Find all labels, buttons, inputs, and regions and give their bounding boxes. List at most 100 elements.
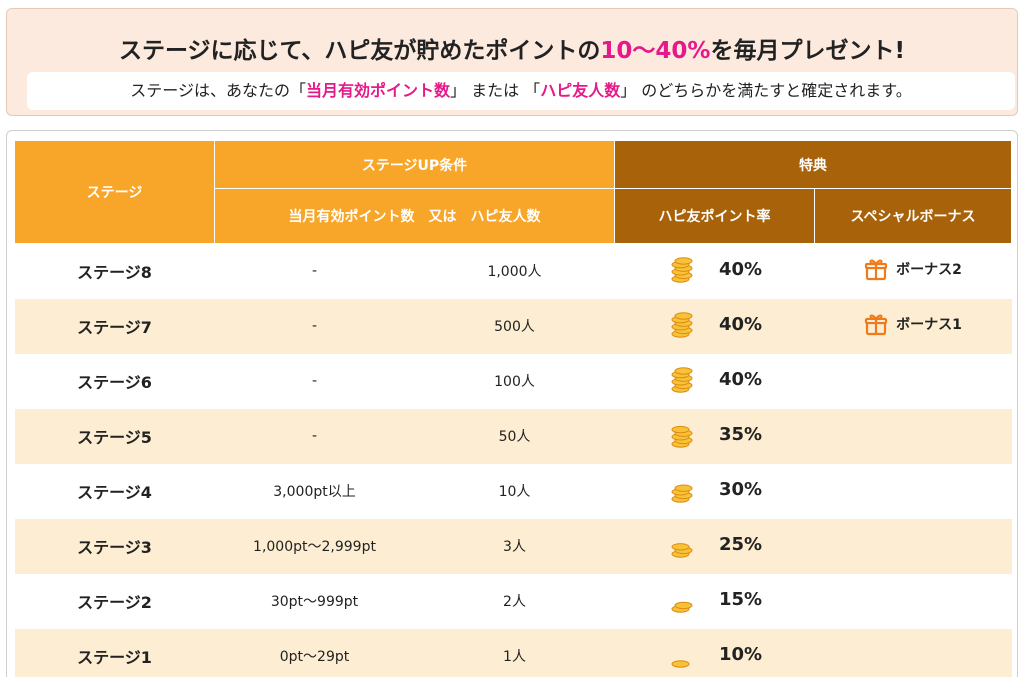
points-cell: - bbox=[214, 408, 415, 464]
rate-cell: 10% bbox=[614, 628, 815, 677]
banner-title-highlight: 10〜40% bbox=[600, 38, 711, 64]
bonus-badge: ボーナス2 bbox=[864, 257, 962, 281]
stage-cell: ステージ2 bbox=[77, 593, 152, 612]
bonus-cell bbox=[815, 464, 1012, 519]
stage-cell: ステージ6 bbox=[77, 373, 152, 392]
header-stage: ステージ bbox=[14, 140, 215, 244]
header-banner: ステージに応じて、ハピ友が貯めたポイントの10〜40%を毎月プレゼント! ステー… bbox=[6, 8, 1018, 116]
rate-cell: 30% bbox=[615, 464, 815, 519]
header-benefit: 特典 bbox=[614, 140, 1013, 189]
points-cell: 3,000pt以上 bbox=[273, 484, 356, 500]
header-condition: ステージUP条件 bbox=[213, 140, 616, 189]
friends-cell: 3人 bbox=[414, 518, 615, 574]
coin bbox=[671, 660, 690, 668]
coin-stack-icon bbox=[671, 425, 693, 448]
gift-icon bbox=[865, 259, 888, 281]
banner-title-post: を毎月プレゼント! bbox=[710, 38, 905, 64]
table-row: ステージ5-50人 35% bbox=[14, 408, 1012, 464]
rate-wrap: 25% bbox=[667, 529, 762, 559]
coin bbox=[674, 367, 693, 375]
points-cell: - bbox=[214, 298, 415, 354]
rate-wrap: 40% bbox=[667, 254, 762, 284]
rate-cell: 40% bbox=[615, 354, 815, 409]
rate-value: 10% bbox=[718, 643, 763, 665]
coin bbox=[674, 257, 693, 265]
coin bbox=[671, 543, 690, 551]
friends-cell: 100人 bbox=[494, 374, 535, 390]
rate-value: 40% bbox=[718, 313, 763, 335]
rate-cell: 15% bbox=[615, 574, 815, 629]
header-rate: ハピ友ポイント率 bbox=[614, 188, 816, 244]
points-cell: - bbox=[311, 263, 318, 280]
stage-table: ステージ ステージUP条件 特典 当月有効ポイント数 又は ハピ友人数 ハピ友ポ… bbox=[14, 140, 1013, 677]
points-cell: 1,000pt〜2,999pt bbox=[214, 518, 415, 574]
table-row: ステージ2 30pt〜999pt 2人 15% bbox=[15, 574, 1012, 629]
coin-stack-icon bbox=[671, 660, 690, 668]
rate-cell: 40% bbox=[614, 298, 815, 354]
rate-value: 25% bbox=[718, 533, 763, 555]
rate-cell: 35% bbox=[614, 408, 815, 464]
banner-sub-mid: 」 または 「 bbox=[450, 81, 541, 100]
stage-cell: ステージ5 bbox=[14, 408, 215, 464]
rate-wrap: 35% bbox=[667, 419, 762, 449]
coin-stack-icon bbox=[671, 601, 693, 613]
stage-cell: ステージ1 bbox=[14, 628, 215, 677]
bonus-cell bbox=[815, 574, 1012, 629]
rate-value: 40% bbox=[718, 258, 763, 280]
gift-icon bbox=[865, 314, 888, 336]
coin-stack-icon bbox=[671, 257, 693, 283]
rate-wrap: 40% bbox=[667, 364, 762, 394]
rate-wrap: 40% bbox=[667, 309, 762, 339]
table-row: ステージ1 0pt〜29pt 1人 10% bbox=[14, 628, 1012, 677]
rate-wrap: 30% bbox=[667, 474, 762, 504]
rate-wrap: 15% bbox=[667, 584, 762, 614]
table-row: ステージ8 - 1,000人 40% ボーナス2 bbox=[15, 244, 1012, 299]
bonus-cell: ボーナス2 bbox=[815, 244, 1012, 299]
banner-sub-highlight-points: 当月有効ポイント数 bbox=[305, 81, 450, 100]
friends-cell: 2人 bbox=[503, 594, 526, 610]
stage-cell: ステージ3 bbox=[14, 518, 215, 574]
coin bbox=[671, 425, 690, 434]
rate-value: 30% bbox=[718, 478, 763, 500]
table-row: ステージ3 1,000pt〜2,999pt 3人 25% bbox=[14, 518, 1012, 574]
rate-value: 35% bbox=[718, 423, 763, 445]
banner-subtitle: ステージは、あなたの「当月有効ポイント数」 または 「ハピ友人数」 のどちらかを… bbox=[27, 72, 1015, 110]
friends-cell: 10人 bbox=[498, 484, 531, 500]
stage-cell: ステージ7 bbox=[14, 298, 215, 354]
bonus-label: ボーナス1 bbox=[896, 317, 962, 333]
rate-value: 15% bbox=[718, 588, 763, 610]
rate-cell: 40% bbox=[615, 244, 815, 299]
banner-sub-highlight-friends: ハピ友人数 bbox=[540, 81, 621, 100]
coin-stack-icon bbox=[671, 484, 693, 503]
points-cell: - bbox=[311, 373, 318, 389]
bonus-cell bbox=[814, 628, 1012, 677]
bonus-cell bbox=[815, 354, 1012, 409]
rate-wrap: 10% bbox=[667, 639, 762, 669]
stage-cell: ステージ8 bbox=[77, 263, 152, 283]
coin-stack-icon bbox=[671, 312, 693, 338]
bonus-label: ボーナス2 bbox=[896, 262, 962, 279]
coin bbox=[674, 312, 693, 320]
banner-sub-post: 」 のどちらかを満たすと確定されます。 bbox=[620, 81, 912, 100]
coin bbox=[674, 601, 693, 610]
table-body: ステージ8-1,000人 40% ボーナス2 ステージ7-500人 40% ボーナス1 ステ… bbox=[14, 244, 1012, 677]
coin bbox=[674, 484, 693, 492]
bonus-cell: ボーナス1 bbox=[814, 298, 1012, 354]
banner-sub-pre: ステージは、あなたの「 bbox=[130, 81, 306, 100]
table-row: ステージ7-500人 40% ボーナス1 bbox=[14, 298, 1012, 354]
table-row: ステージ6 - 100人 40% bbox=[15, 354, 1012, 409]
coin-stack-icon bbox=[671, 543, 693, 558]
rate-value: 40% bbox=[718, 368, 763, 390]
friends-cell: 1人 bbox=[414, 628, 615, 677]
header-condition-sub: 当月有効ポイント数 又は ハピ友人数 bbox=[213, 188, 616, 244]
points-cell: 30pt〜999pt bbox=[270, 594, 359, 610]
bonus-cell bbox=[814, 408, 1012, 464]
bonus-cell bbox=[814, 518, 1012, 574]
banner-title: ステージに応じて、ハピ友が貯めたポイントの10〜40%を毎月プレゼント! bbox=[7, 31, 1017, 65]
friends-cell: 500人 bbox=[414, 298, 615, 354]
bonus-badge: ボーナス1 bbox=[864, 312, 962, 336]
table-row: ステージ4 3,000pt以上 10人 30% bbox=[15, 464, 1012, 519]
rate-cell: 25% bbox=[614, 518, 815, 574]
coin-stack-icon bbox=[671, 367, 693, 393]
points-cell: 0pt〜29pt bbox=[214, 628, 415, 677]
